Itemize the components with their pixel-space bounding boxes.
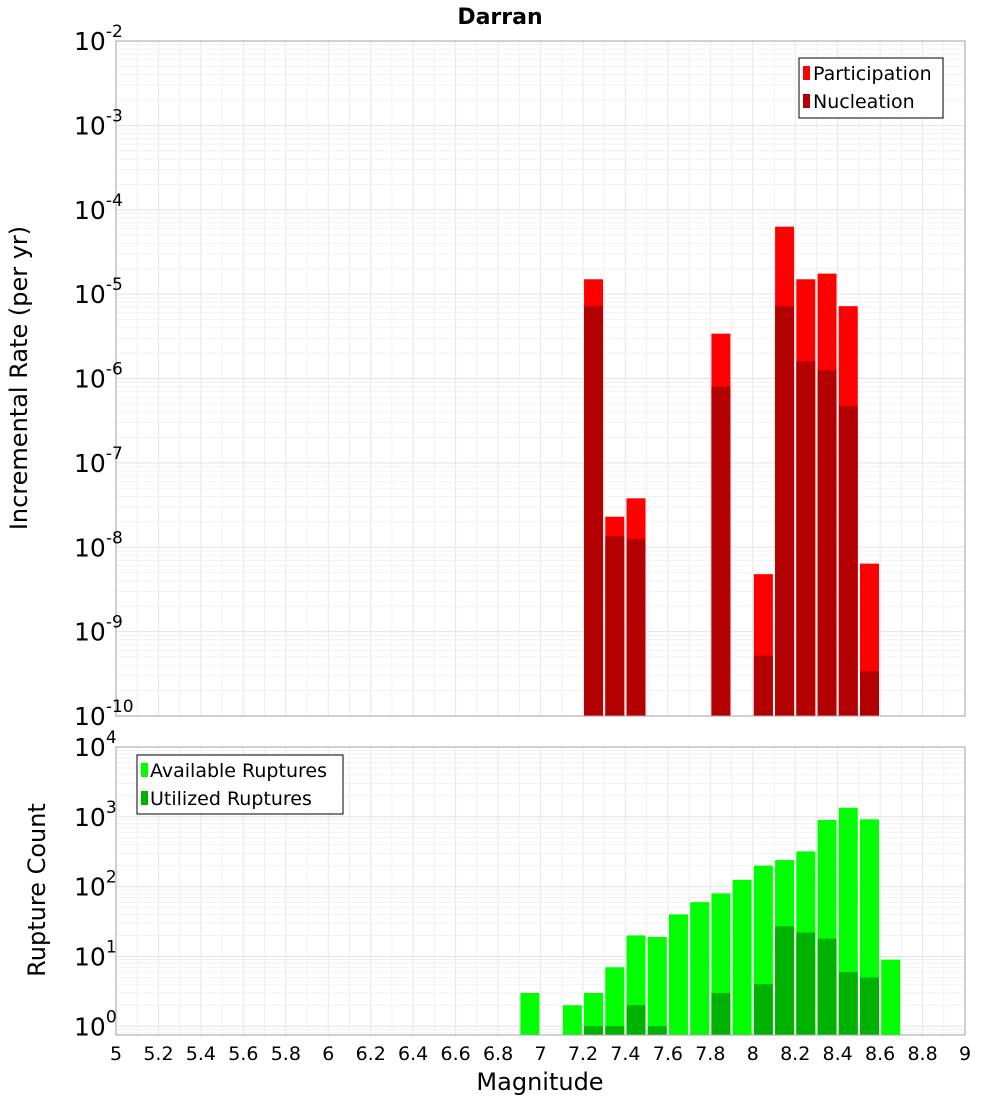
x-tick-label: 7.2 bbox=[568, 1043, 598, 1065]
bottom-y-tick-label: 102 bbox=[74, 868, 117, 902]
bottom-plot-frame bbox=[115, 746, 966, 1036]
x-tick-label: 5.8 bbox=[271, 1043, 301, 1065]
bottom-y-tick-label: 103 bbox=[74, 798, 117, 832]
bottom-bar-available-ruptures bbox=[881, 959, 901, 1035]
bottom-bar-available-ruptures bbox=[690, 902, 710, 1035]
x-tick-label: 5.6 bbox=[228, 1043, 258, 1065]
top-plot-area: 10-10 10-9 10-8 10-7 10-6 10-5 10-4 10-3 10-2 bbox=[74, 22, 966, 731]
top-y-tick-label: 10-7 bbox=[74, 444, 123, 478]
bottom-bar-available-ruptures bbox=[647, 936, 667, 1035]
top-plot-frame bbox=[115, 40, 966, 717]
x-tick-label: 7.6 bbox=[653, 1043, 683, 1065]
top-bar-nucleation bbox=[626, 539, 646, 716]
x-tick-label: 7.8 bbox=[695, 1043, 725, 1065]
bottom-legend: Available Ruptures Utilized Ruptures bbox=[136, 754, 344, 815]
top-legend: Participation Nucleation bbox=[798, 57, 944, 119]
bottom-bar-utilized-ruptures bbox=[753, 984, 773, 1035]
x-tick-label: 6.2 bbox=[356, 1043, 386, 1065]
x-tick-label: 8.8 bbox=[907, 1043, 937, 1065]
top-bar-nucleation bbox=[711, 386, 731, 716]
top-y-tick-label: 10-10 bbox=[74, 697, 134, 731]
x-tick-label: 7.4 bbox=[610, 1043, 640, 1065]
bottom-bar-available-ruptures bbox=[605, 967, 625, 1035]
bottom-y-axis-label: Rupture Count bbox=[23, 803, 51, 977]
bottom-y-tick-label: 104 bbox=[74, 728, 117, 762]
legend-utilized-label: Utilized Ruptures bbox=[150, 788, 312, 810]
bottom-bar-available-ruptures bbox=[732, 879, 752, 1035]
top-bar-nucleation bbox=[796, 361, 816, 716]
top-bar-nucleation bbox=[859, 671, 879, 716]
bottom-bar-utilized-ruptures bbox=[626, 1005, 646, 1035]
legend-nucleation-label: Nucleation bbox=[813, 91, 915, 113]
bottom-bar-utilized-ruptures bbox=[605, 1026, 625, 1035]
x-tick-label: 8.2 bbox=[780, 1043, 810, 1065]
chart-title: Darran bbox=[457, 5, 542, 30]
legend-participation-label: Participation bbox=[813, 63, 932, 85]
x-tick-label: 8 bbox=[747, 1043, 759, 1065]
x-tick-label: 5 bbox=[110, 1043, 122, 1065]
x-tick-label: 6.6 bbox=[440, 1043, 470, 1065]
bottom-plot-area: 100 101 102 103 104 5 5.2 5.4 5.6 5.8 6 6.2 6.4 6.6 6.… bbox=[74, 728, 971, 1065]
bottom-bar-utilized-ruptures bbox=[775, 926, 795, 1035]
bottom-bar-utilized-ruptures bbox=[859, 977, 879, 1035]
x-tick-label: 8.4 bbox=[823, 1043, 853, 1065]
x-axis-label: Magnitude bbox=[476, 1068, 603, 1096]
top-bar-nucleation bbox=[817, 370, 837, 716]
top-y-tick-label: 10-6 bbox=[74, 360, 123, 394]
x-tick-label: 8.6 bbox=[865, 1043, 895, 1065]
bottom-y-tick-label: 101 bbox=[74, 937, 117, 971]
top-bar-nucleation bbox=[753, 655, 773, 716]
legend-available-swatch bbox=[141, 763, 148, 777]
x-tick-label: 5.2 bbox=[143, 1043, 173, 1065]
bottom-bar-utilized-ruptures bbox=[817, 938, 837, 1035]
legend-available-label: Available Ruptures bbox=[150, 760, 327, 782]
bottom-bar-available-ruptures bbox=[520, 992, 540, 1035]
top-y-axis-label: Incremental Rate (per yr) bbox=[5, 226, 33, 530]
x-tick-label: 7 bbox=[534, 1043, 546, 1065]
x-tick-label: 6.4 bbox=[398, 1043, 428, 1065]
bottom-bar-available-ruptures bbox=[562, 1005, 582, 1035]
x-tick-label: 9 bbox=[959, 1043, 971, 1065]
x-tick-label: 5.4 bbox=[186, 1043, 216, 1065]
bottom-bar-available-ruptures bbox=[668, 914, 688, 1035]
top-bar-nucleation bbox=[775, 306, 795, 716]
bottom-bar-utilized-ruptures bbox=[711, 992, 731, 1035]
top-bar-nucleation bbox=[838, 406, 858, 716]
bottom-bar-available-ruptures bbox=[584, 992, 604, 1035]
top-y-tick-label: 10-3 bbox=[74, 106, 123, 140]
top-y-tick-label: 10-9 bbox=[74, 613, 123, 647]
top-y-tick-label: 10-4 bbox=[74, 191, 123, 225]
bottom-bar-utilized-ruptures bbox=[796, 932, 816, 1035]
legend-participation-swatch bbox=[803, 66, 810, 80]
top-y-tick-label: 10-5 bbox=[74, 275, 123, 309]
legend-nucleation-swatch bbox=[803, 94, 810, 108]
x-tick-label: 6.8 bbox=[483, 1043, 513, 1065]
top-bar-nucleation bbox=[605, 536, 625, 716]
bottom-bar-utilized-ruptures bbox=[584, 1026, 604, 1035]
bottom-bar-utilized-ruptures bbox=[838, 971, 858, 1035]
legend-utilized-swatch bbox=[141, 791, 148, 805]
bottom-y-tick-label: 100 bbox=[74, 1007, 117, 1041]
top-y-tick-label: 10-2 bbox=[74, 22, 123, 56]
bottom-bar-utilized-ruptures bbox=[647, 1026, 667, 1035]
top-bar-nucleation bbox=[584, 306, 604, 716]
top-y-tick-label: 10-8 bbox=[74, 528, 123, 562]
x-tick-label: 6 bbox=[322, 1043, 334, 1065]
